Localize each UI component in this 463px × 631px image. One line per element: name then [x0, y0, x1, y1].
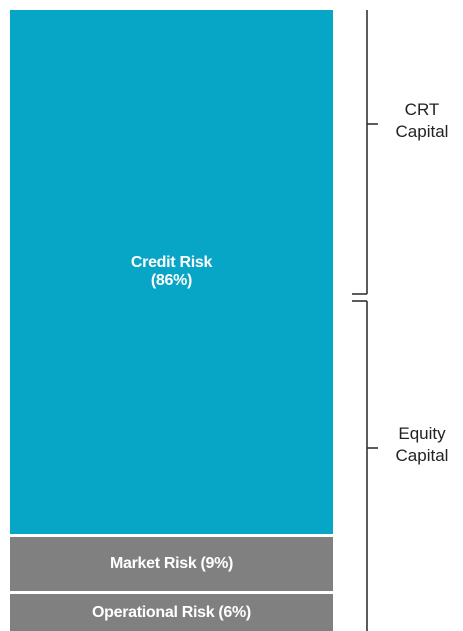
- segment-label: Credit Risk: [130, 253, 213, 271]
- bar-segment: Credit Risk (86%): [10, 10, 333, 534]
- bar-segment: Operational Risk (6%): [10, 594, 333, 631]
- annotation: Equity Capital: [395, 424, 449, 465]
- segment-label: Operational Risk: [92, 603, 215, 621]
- bar-segment: Market Risk (9%): [10, 536, 333, 592]
- value-label: (9%): [200, 555, 234, 573]
- value-label: (86%): [150, 271, 193, 289]
- value-label: (6%): [218, 603, 251, 621]
- segment-label: Market Risk: [109, 555, 197, 573]
- annotation: CRT Capital: [395, 100, 449, 141]
